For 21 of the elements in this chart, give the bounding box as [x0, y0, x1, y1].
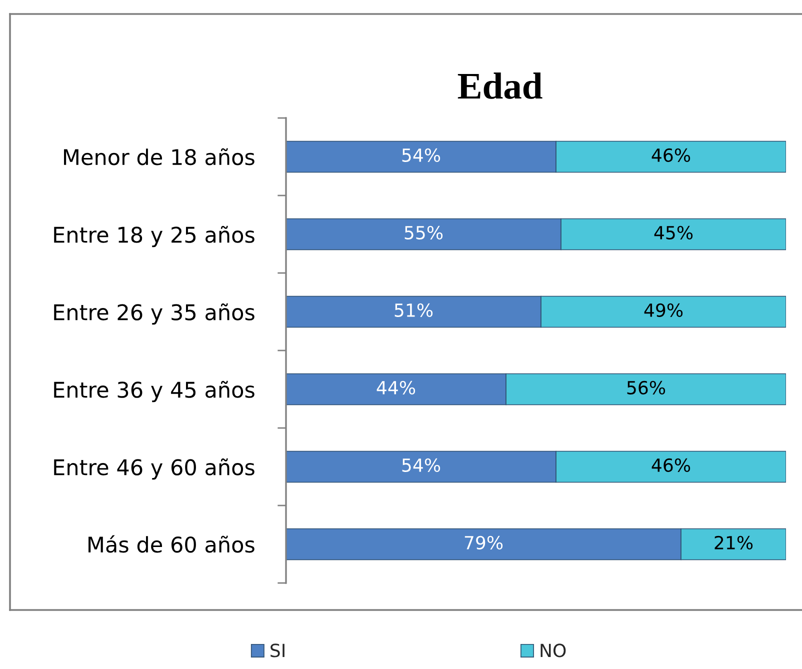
data-label: 55% — [404, 226, 443, 240]
data-label: 56% — [627, 380, 666, 394]
data-label: 79% — [464, 536, 503, 550]
data-label: 54% — [402, 458, 440, 472]
data-label: 51% — [394, 303, 433, 317]
data-label: 46% — [652, 458, 690, 472]
data-label: 49% — [644, 303, 683, 317]
data-label: 54% — [402, 148, 440, 162]
data-label: 45% — [654, 226, 693, 240]
data-label: 44% — [376, 380, 416, 394]
data-label: 21% — [714, 536, 753, 550]
chart-title: Edad — [458, 72, 542, 99]
y-tick-label: Entre 26 y 35 años — [54, 303, 254, 325]
y-tick-label: Entre 46 y 60 años — [54, 458, 254, 480]
y-tick-label: Más de 60 años — [88, 535, 254, 553]
y-tick-label: Entre 18 y 25 años — [54, 226, 254, 248]
legend-label: SI — [270, 644, 284, 658]
y-tick-label: Menor de 18 años — [64, 148, 254, 166]
data-label: 46% — [652, 148, 690, 162]
legend-label: NO — [540, 644, 566, 658]
y-tick-label: Entre 36 y 45 años — [54, 380, 254, 402]
